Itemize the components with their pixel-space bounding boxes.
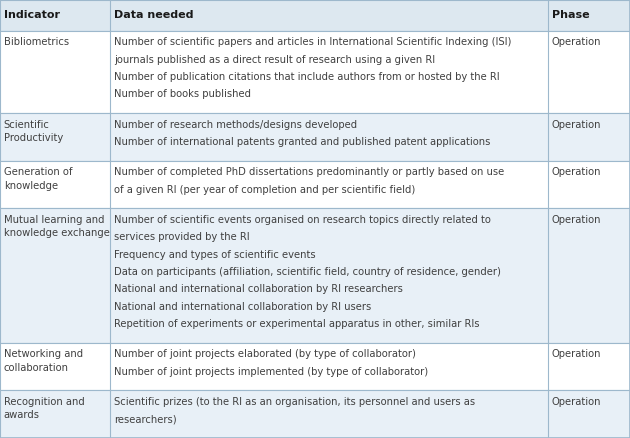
Bar [0,343,630,390]
Text: Operation: Operation [552,167,602,177]
Text: Phase: Phase [552,11,590,21]
Text: Operation: Operation [552,349,602,359]
Text: services provided by the RI: services provided by the RI [114,232,249,242]
Text: Operation: Operation [552,215,602,225]
Text: National and international collaboration by RI users: National and international collaboration… [114,302,371,312]
Text: Number of books published: Number of books published [114,89,251,99]
Text: Number of scientific papers and articles in International Scientific Indexing (I: Number of scientific papers and articles… [114,37,512,47]
Bar [0,390,630,438]
Text: Number of international patents granted and published patent applications: Number of international patents granted … [114,137,490,147]
Text: Recognition and
awards: Recognition and awards [4,397,84,420]
Text: Operation: Operation [552,397,602,407]
Text: Networking and
collaboration: Networking and collaboration [4,349,83,373]
Text: Number of publication citations that include authors from or hosted by the RI: Number of publication citations that inc… [114,72,500,82]
Text: Number of scientific events organised on research topics directly related to: Number of scientific events organised on… [114,215,491,225]
Text: Scientific
Productivity: Scientific Productivity [4,120,63,143]
Text: researchers): researchers) [114,414,176,424]
Text: Data on participants (affiliation, scientific field, country of residence, gende: Data on participants (affiliation, scien… [114,267,501,277]
Text: Bibliometrics: Bibliometrics [4,37,69,47]
Text: Number of joint projects elaborated (by type of collaborator): Number of joint projects elaborated (by … [114,349,416,359]
Text: Generation of
knowledge: Generation of knowledge [4,167,72,191]
Text: Operation: Operation [552,120,602,130]
Bar [0,161,630,208]
Text: Number of joint projects implemented (by type of collaborator): Number of joint projects implemented (by… [114,367,428,377]
Bar [0,113,630,161]
Text: Repetition of experiments or experimental apparatus in other, similar RIs: Repetition of experiments or experimenta… [114,319,479,329]
Text: of a given RI (per year of completion and per scientific field): of a given RI (per year of completion an… [114,184,415,194]
Text: Scientific prizes (to the RI as an organisation, its personnel and users as: Scientific prizes (to the RI as an organ… [114,397,475,407]
Text: Operation: Operation [552,37,602,47]
Text: Mutual learning and
knowledge exchange: Mutual learning and knowledge exchange [4,215,110,238]
Text: Data needed: Data needed [114,11,193,21]
Text: National and international collaboration by RI researchers: National and international collaboration… [114,284,403,294]
Text: journals published as a direct result of research using a given RI: journals published as a direct result of… [114,55,435,65]
Text: Indicator: Indicator [4,11,60,21]
Bar [0,0,630,31]
Text: Frequency and types of scientific events: Frequency and types of scientific events [114,250,316,260]
Bar [0,208,630,343]
Bar [0,31,630,113]
Text: Number of completed PhD dissertations predominantly or partly based on use: Number of completed PhD dissertations pr… [114,167,504,177]
Text: Number of research methods/designs developed: Number of research methods/designs devel… [114,120,357,130]
